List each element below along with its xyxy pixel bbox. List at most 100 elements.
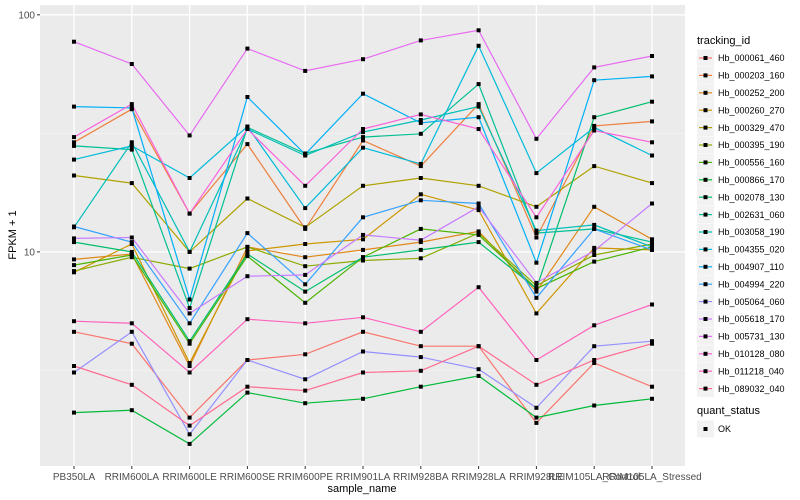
data-point <box>534 295 539 300</box>
x-tick-label: RRIM600PE <box>277 472 333 483</box>
data-point <box>650 99 654 104</box>
data-point <box>187 341 192 346</box>
data-point <box>361 232 365 237</box>
data-point <box>72 143 76 148</box>
data-point <box>72 240 76 245</box>
data-point <box>534 311 539 316</box>
data-point <box>361 396 365 401</box>
x-tick-label: RRIM600LE <box>162 472 217 483</box>
data-point <box>361 130 365 135</box>
data-point <box>187 361 192 365</box>
data-point <box>303 242 308 246</box>
data-point <box>650 240 654 245</box>
shape-legend-key-point <box>703 427 708 431</box>
data-point <box>187 321 192 326</box>
shape-legend-label: OK <box>718 424 731 434</box>
data-point <box>129 249 134 254</box>
data-point <box>650 302 654 307</box>
data-point <box>650 153 654 158</box>
legend-label: Hb_004907_110 <box>718 262 784 272</box>
data-point <box>476 82 481 87</box>
x-tick-label: RRIM105LA_Control <box>548 472 640 483</box>
data-point <box>129 408 134 413</box>
data-point <box>72 364 76 368</box>
data-point <box>129 62 134 66</box>
data-point <box>476 232 481 237</box>
data-point <box>476 373 481 378</box>
data-point <box>187 266 192 271</box>
data-point <box>187 133 192 138</box>
legend-label: Hb_000252_200 <box>718 88 785 98</box>
data-point <box>534 228 539 233</box>
data-point <box>592 78 597 83</box>
x-axis-title: sample_name <box>327 483 396 495</box>
data-point <box>187 370 192 375</box>
data-point <box>303 377 308 382</box>
data-point <box>418 344 423 349</box>
legend-label: Hb_089032_040 <box>718 384 785 394</box>
x-tick-label: RRIM928BA <box>393 472 449 483</box>
legend-label: Hb_002078_130 <box>718 192 785 202</box>
data-point <box>245 274 250 279</box>
data-point <box>245 95 250 99</box>
data-point <box>534 415 539 420</box>
data-point <box>418 164 423 169</box>
data-point <box>361 258 365 263</box>
data-point <box>418 247 423 252</box>
data-point <box>303 183 308 188</box>
data-point <box>72 329 76 334</box>
legend-label: Hb_004355_020 <box>718 245 785 255</box>
x-tick-label: RRIM901LA <box>336 472 391 483</box>
data-point <box>245 390 250 395</box>
legend-key-point <box>703 160 708 165</box>
x-tick-label: RRIM600LA <box>105 472 160 483</box>
data-point <box>650 181 654 186</box>
data-point <box>592 115 597 120</box>
data-point <box>303 300 308 305</box>
data-point <box>361 127 365 131</box>
data-point <box>72 236 76 241</box>
data-point <box>650 244 654 249</box>
legend-key-point <box>703 56 708 60</box>
data-point <box>303 388 308 393</box>
data-point <box>129 140 134 145</box>
data-point <box>592 358 597 362</box>
data-point <box>476 367 481 372</box>
data-point <box>245 231 250 236</box>
data-point <box>534 405 539 410</box>
data-point <box>650 396 654 401</box>
data-point <box>129 382 134 387</box>
data-point <box>476 104 481 109</box>
data-point <box>245 358 250 362</box>
data-point <box>592 248 597 253</box>
data-point <box>303 282 308 287</box>
data-point <box>534 286 539 291</box>
data-point <box>476 115 481 120</box>
legend-label: Hb_005731_130 <box>718 332 785 342</box>
data-point <box>187 297 192 302</box>
legend-label: Hb_011218_040 <box>718 366 784 376</box>
data-point <box>361 57 365 62</box>
legend-label: Hb_000061_460 <box>718 53 785 63</box>
data-point <box>72 319 76 324</box>
y-axis-title: FPKM + 1 <box>7 210 19 259</box>
data-point <box>72 257 76 262</box>
data-point <box>361 183 365 188</box>
legend-label: Hb_000260_270 <box>718 105 785 115</box>
data-point <box>650 74 654 79</box>
data-point <box>418 238 423 243</box>
x-tick-label: RRIM600SE <box>220 472 276 483</box>
data-point <box>129 181 134 186</box>
data-point <box>476 285 481 290</box>
legend-label: Hb_005618_170 <box>718 314 785 324</box>
data-point <box>72 173 76 178</box>
data-point <box>303 272 308 277</box>
data-point <box>361 237 365 242</box>
data-point <box>476 204 481 209</box>
legend-key-point <box>703 317 708 321</box>
legend-key-point <box>703 195 708 200</box>
data-point <box>72 269 76 274</box>
data-point <box>72 135 76 140</box>
data-point <box>187 339 192 344</box>
legend-label: Hb_000203_160 <box>718 71 785 81</box>
